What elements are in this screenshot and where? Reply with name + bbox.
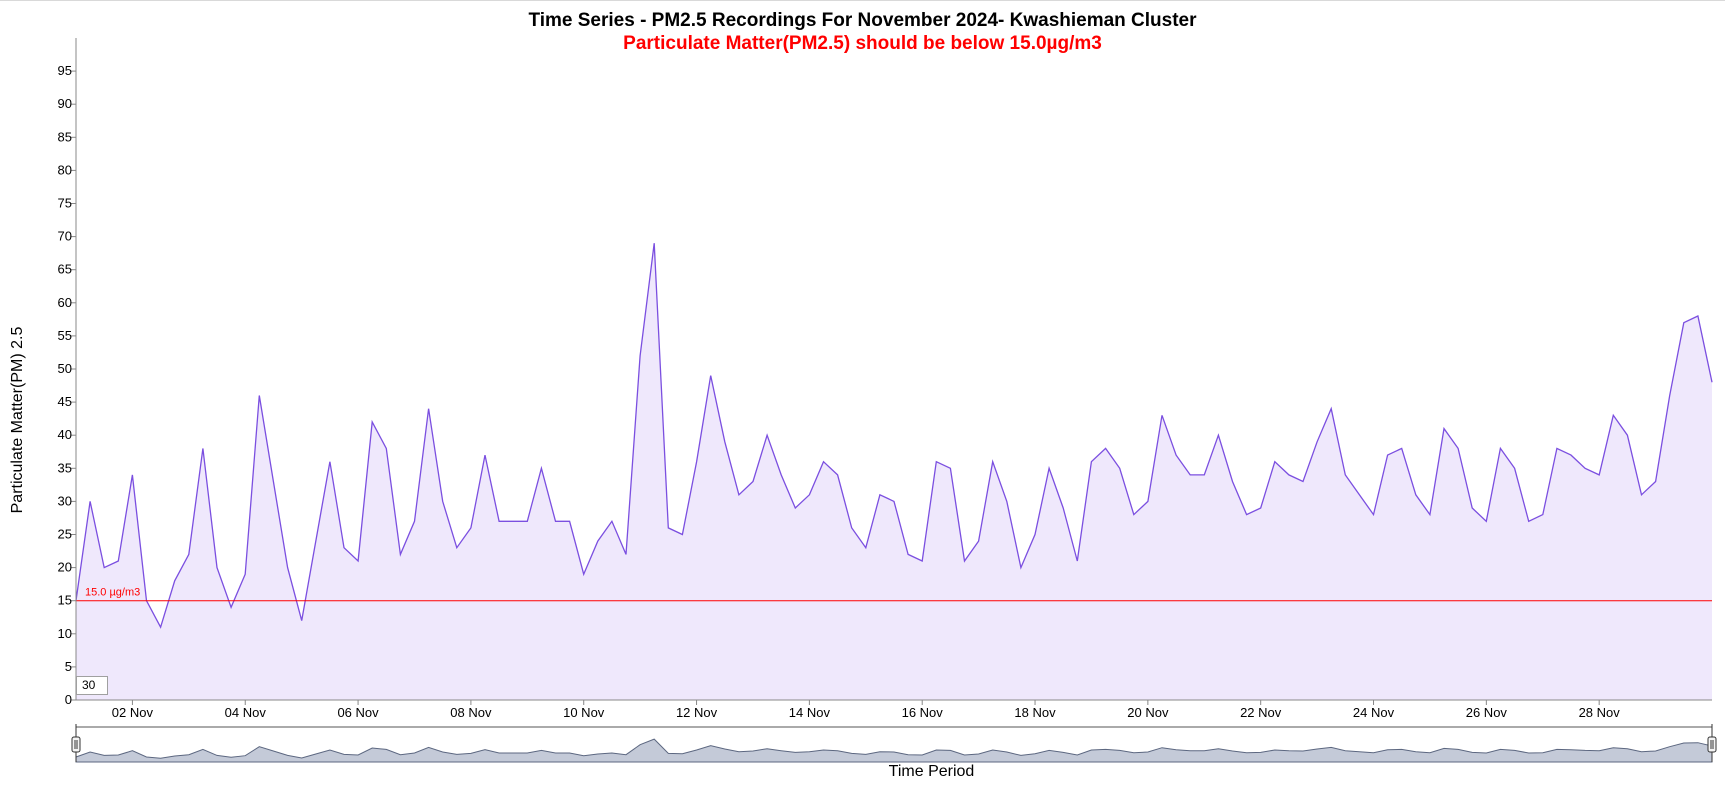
x-tick-label: 26 Nov: [1466, 705, 1508, 720]
x-tick-label: 10 Nov: [563, 705, 605, 720]
x-tick-label: 04 Nov: [225, 705, 267, 720]
x-tick-label: 20 Nov: [1127, 705, 1169, 720]
navigator-right-handle[interactable]: [1707, 736, 1717, 753]
x-tick-label: 06 Nov: [337, 705, 379, 720]
x-tick-label: 08 Nov: [450, 705, 492, 720]
x-tick-label: 24 Nov: [1353, 705, 1395, 720]
x-tick-label: 12 Nov: [676, 705, 718, 720]
x-tick-label: 28 Nov: [1579, 705, 1621, 720]
top-border: [0, 0, 1725, 1]
series-area: [76, 243, 1712, 700]
y-tick-label: 20: [58, 560, 72, 575]
y-tick-label: 50: [58, 361, 72, 376]
y-tick-label: 90: [58, 96, 72, 111]
y-tick-label: 35: [58, 460, 72, 475]
series-line: [75, 243, 1713, 629]
x-tick-label: 16 Nov: [902, 705, 944, 720]
y-tick-label: 0: [65, 692, 72, 707]
y-tick-label: 65: [58, 262, 72, 277]
x-tick-label: 18 Nov: [1014, 705, 1056, 720]
y-tick-label: 40: [58, 427, 72, 442]
navigator-left-handle[interactable]: [71, 736, 81, 753]
y-tick-label: 55: [58, 328, 72, 343]
y-tick-label: 95: [58, 63, 72, 78]
x-tick-label: 22 Nov: [1240, 705, 1282, 720]
y-tick-label: 5: [65, 659, 72, 674]
plot-area: 15.0 µg/m3: [75, 243, 1713, 700]
x-axis: 02 Nov 04 Nov 06 Nov 08 Nov 10 Nov 12 Nov 14 N…: [76, 699, 1712, 720]
y-tick-label: 25: [58, 527, 72, 542]
x-tick-label: 14 Nov: [789, 705, 831, 720]
y-axis: 0 5 10 15 20 25 30 35 40 45 50 55 60 65 70 75 80 85 90 95: [58, 38, 77, 707]
rolling-period-input[interactable]: 30: [76, 676, 108, 695]
y-tick-label: 60: [58, 295, 72, 310]
x-tick-label: 02 Nov: [112, 705, 154, 720]
y-tick-label: 15: [58, 593, 72, 608]
y-tick-label: 70: [58, 229, 72, 244]
range-navigator[interactable]: [71, 724, 1717, 763]
threshold-label: 15.0 µg/m3: [85, 587, 140, 599]
y-tick-label: 30: [58, 493, 72, 508]
y-tick-label: 75: [58, 196, 72, 211]
y-tick-label: 85: [58, 129, 72, 144]
chart-title: Time Series - PM2.5 Recordings For Novem…: [528, 10, 1197, 31]
y-tick-label: 10: [58, 626, 72, 641]
x-axis-label: Time Period: [888, 763, 975, 780]
navigator-series: [75, 738, 1713, 763]
y-tick-label: 45: [58, 394, 72, 409]
y-tick-label: 80: [58, 162, 72, 177]
chart-subtitle: Particulate Matter(PM2.5) should be belo…: [623, 33, 1102, 54]
